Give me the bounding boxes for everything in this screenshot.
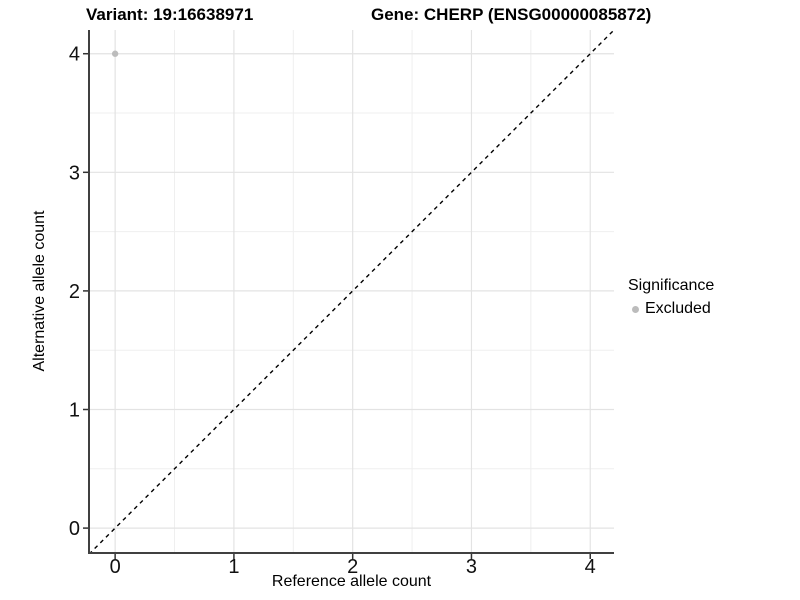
- legend: Significance Excluded: [628, 276, 714, 319]
- x-tick-label: 3: [466, 556, 477, 578]
- excluded-point-icon: [632, 305, 639, 313]
- y-axis-label: Alternative allele count: [31, 210, 48, 372]
- plot-title-gene: Gene: CHERP (ENSG00000085872): [371, 5, 652, 24]
- legend-entry-label: Excluded: [645, 300, 711, 317]
- x-tick-label: 0: [110, 556, 121, 578]
- x-tick-label: 2: [347, 556, 358, 578]
- identity-line: [89, 30, 614, 553]
- x-tick-label: 1: [228, 556, 239, 578]
- legend-title: Significance: [628, 277, 715, 294]
- data-point: [111, 50, 119, 57]
- legend-entry-excluded: Excluded: [632, 299, 714, 319]
- x-tick-label: 4: [585, 556, 596, 578]
- y-tick-label: 2: [69, 281, 80, 303]
- axis-line: [88, 30, 614, 554]
- y-tick-label: 1: [69, 400, 80, 422]
- x-axis-label: Reference allele count: [271, 573, 432, 590]
- y-tick-label: 3: [69, 162, 80, 184]
- y-tick-label: 0: [69, 518, 80, 540]
- plot-title-variant: Variant: 19:16638971: [86, 5, 254, 24]
- y-tick-label: 4: [69, 44, 80, 66]
